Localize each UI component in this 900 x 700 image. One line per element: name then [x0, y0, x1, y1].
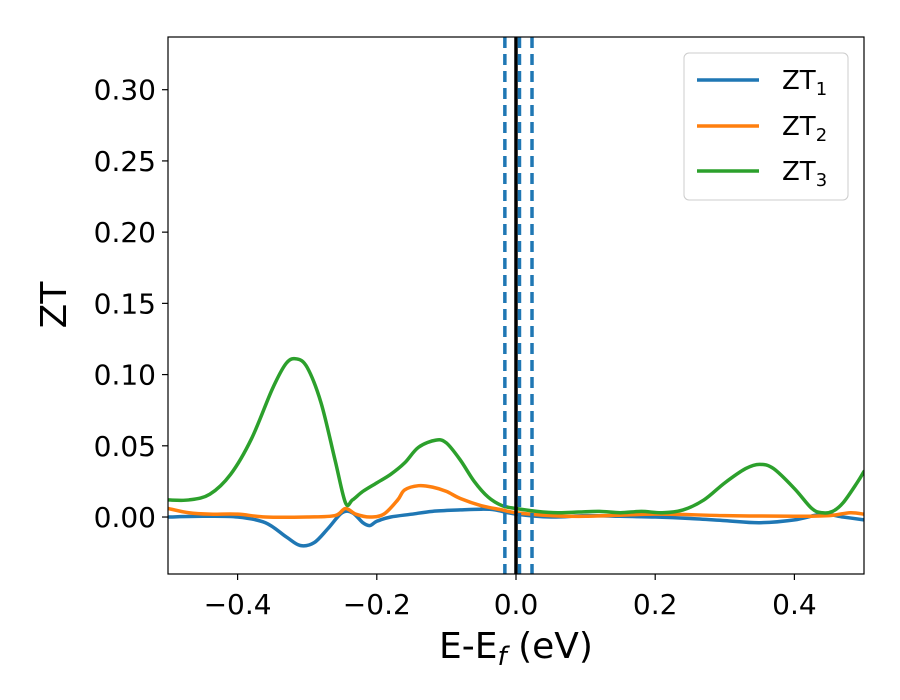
x-tick-label: −0.4: [204, 588, 272, 621]
y-tick-label: 0.00: [94, 501, 156, 534]
x-axis-label: E-Ef (eV): [439, 626, 593, 672]
legend-label-zt2: ZT2: [782, 112, 827, 146]
y-axis-label: ZT: [34, 281, 75, 329]
y-tick-label: 0.30: [94, 74, 156, 107]
y-tick-label: 0.20: [94, 216, 156, 249]
legend: ZT1 ZT2 ZT3: [683, 52, 849, 201]
y-tick-label: 0.15: [94, 287, 156, 320]
legend-label-zt1: ZT1: [782, 66, 827, 100]
y-tick-label: 0.05: [94, 430, 156, 463]
vline-layer: [503, 37, 534, 574]
series-line-zt2: [168, 483, 864, 520]
y-tick-label: 0.25: [94, 145, 156, 178]
x-tick-label: 0.2: [633, 588, 678, 621]
x-tick-label: −0.2: [343, 588, 411, 621]
y-tick-label: 0.10: [94, 359, 156, 392]
legend-box: [683, 52, 849, 201]
series-line-zt3: [168, 356, 864, 515]
y-axis-ticks: 0.00 0.05 0.10 0.15 0.20 0.25 0.30: [94, 74, 168, 534]
x-axis-ticks: −0.4 −0.2 0.0 0.2 0.4: [204, 574, 817, 621]
legend-label-zt3: ZT3: [782, 157, 827, 191]
x-tick-label: 0.0: [494, 588, 539, 621]
series-layer: [168, 356, 864, 548]
series-line-zt1: [168, 507, 864, 548]
x-tick-label: 0.4: [772, 588, 817, 621]
